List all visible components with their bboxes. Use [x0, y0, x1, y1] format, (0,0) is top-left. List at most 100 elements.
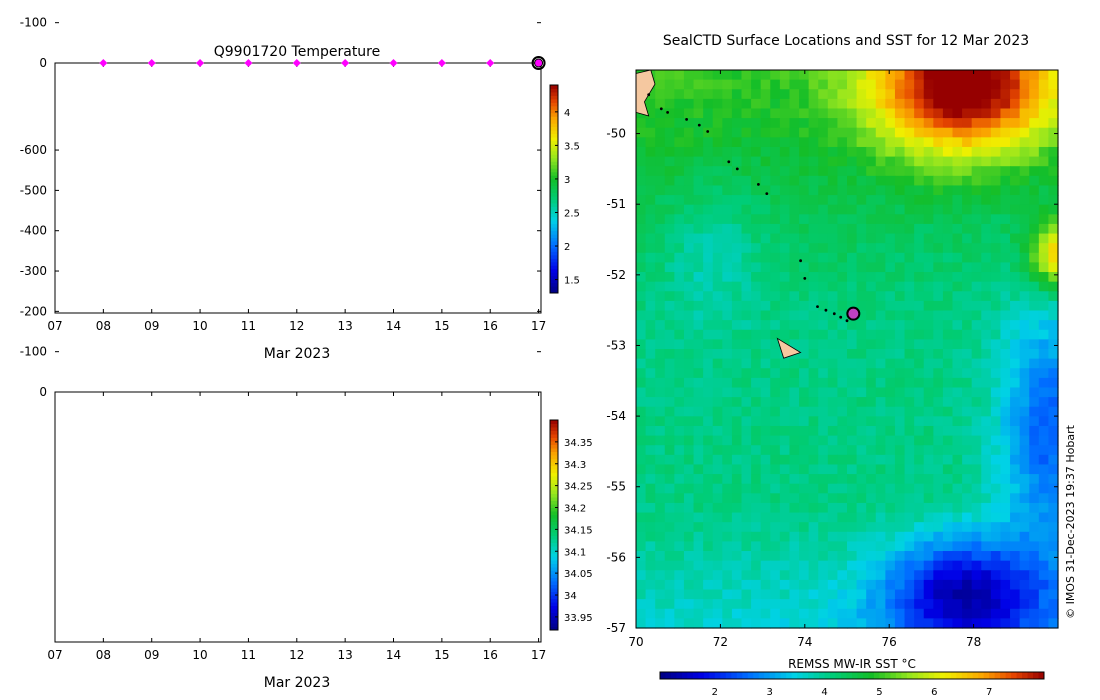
sst-cell — [751, 608, 762, 619]
sst-cell — [981, 214, 992, 225]
colorbar-frame — [549, 84, 559, 294]
sst-cell — [827, 502, 839, 514]
sst-cell — [655, 156, 666, 167]
colorbar-segment — [550, 119, 558, 124]
sst-cell — [808, 425, 819, 437]
sst-cell — [923, 387, 934, 398]
sst-cell — [779, 589, 791, 600]
sst-cell — [933, 166, 944, 177]
sst-cell — [981, 608, 992, 619]
sst-cell — [818, 387, 829, 398]
colorbar-segment — [550, 532, 558, 536]
sst-cell — [1010, 493, 1021, 504]
sst-cell — [990, 425, 1002, 437]
sst-cell — [1029, 281, 1040, 292]
sst-cell — [636, 281, 647, 292]
sst-cell — [981, 560, 992, 571]
sst-cell — [808, 252, 819, 264]
sst-cell — [962, 454, 973, 466]
sst-cell — [645, 551, 656, 562]
sst-cell — [645, 166, 656, 177]
x-tick-label: 08 — [96, 319, 111, 333]
sst-cell — [981, 300, 992, 312]
sst-cell — [894, 560, 906, 571]
sst-cell — [856, 579, 867, 591]
sst-cell — [856, 358, 867, 369]
sst-cell — [703, 579, 714, 591]
sst-cell — [636, 541, 647, 552]
sst-cell — [827, 300, 839, 312]
sst-cell — [703, 377, 714, 389]
sst-cell — [875, 272, 886, 283]
sst-cell — [1038, 320, 1050, 331]
sst-cell — [722, 445, 733, 456]
sst-cell — [703, 243, 714, 254]
sst-cell — [1048, 570, 1059, 581]
sst-cell — [894, 474, 906, 485]
sst-cell — [693, 291, 704, 302]
sst-cell — [674, 262, 685, 273]
sst-cell — [645, 185, 656, 196]
sst-cell — [952, 300, 963, 312]
sst-cell — [760, 502, 771, 514]
sst-cell — [914, 339, 925, 350]
sst-cell — [751, 445, 762, 456]
sst-cell — [894, 204, 906, 215]
sst-cell — [818, 272, 829, 283]
colorbar-segment — [550, 427, 558, 431]
sst-cell — [731, 397, 743, 408]
sst-cell — [894, 541, 906, 552]
colorbar-segment — [550, 265, 558, 270]
sst-cell — [914, 146, 925, 158]
sst-cell — [683, 79, 695, 90]
sst-cell — [1038, 541, 1050, 552]
sst-cell — [779, 252, 791, 264]
sst-cell — [866, 127, 877, 138]
sst-cell — [703, 118, 714, 129]
sst-cell — [636, 531, 647, 543]
sst-cell — [808, 551, 819, 562]
sst-cell — [693, 195, 704, 206]
sst-cell — [894, 339, 906, 350]
sst-cell — [770, 531, 781, 543]
sst-cell — [894, 281, 906, 292]
sst-cell — [655, 223, 666, 235]
sst-cell — [990, 118, 1002, 129]
sst-cell — [1029, 233, 1040, 244]
sst-cell — [664, 368, 675, 379]
sst-cell — [683, 368, 695, 379]
sst-cell — [789, 618, 800, 629]
sst-cell — [741, 551, 752, 562]
sst-cell — [683, 551, 695, 562]
sst-cell — [1038, 358, 1050, 369]
sst-cell — [703, 108, 714, 119]
sst-cell — [962, 579, 973, 591]
sst-cell — [645, 464, 656, 475]
sst-cell — [904, 512, 915, 523]
sst-cell — [683, 474, 695, 485]
sst-cell — [683, 118, 695, 129]
sst-cell — [741, 502, 752, 514]
sst-cell — [933, 464, 944, 475]
sst-cell — [1010, 435, 1021, 446]
sst-cell — [914, 406, 925, 417]
sst-cell — [1048, 551, 1059, 562]
colorbar-segment — [550, 553, 558, 557]
sst-cell — [674, 387, 685, 398]
sst-cell — [875, 185, 886, 196]
salinity-axes-box — [54, 391, 542, 643]
sst-cell — [942, 502, 954, 514]
sst-cell — [789, 397, 800, 408]
sst-cell — [1048, 166, 1059, 177]
sst-cell — [1000, 185, 1011, 196]
sst-cell — [799, 156, 810, 167]
sst-cell — [962, 570, 973, 581]
sst-cell — [962, 483, 973, 494]
sst-cell — [731, 406, 743, 417]
colorbar-segment — [550, 168, 558, 173]
colorbar-segment — [550, 451, 558, 456]
sst-cell — [990, 89, 1002, 100]
sst-cell — [885, 474, 896, 485]
sst-cell — [779, 474, 791, 485]
sst-cell — [856, 262, 867, 273]
